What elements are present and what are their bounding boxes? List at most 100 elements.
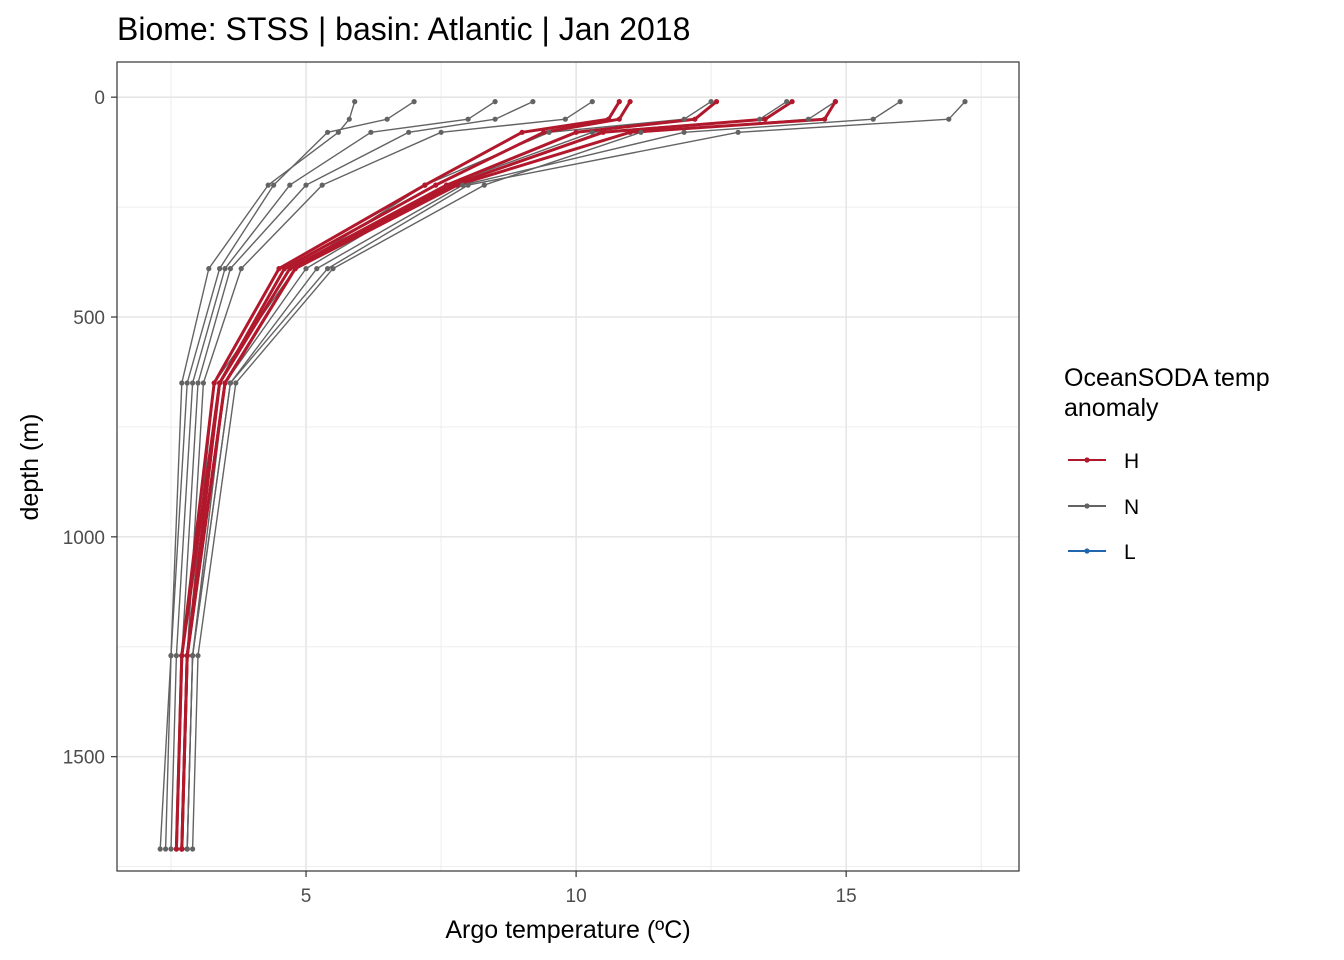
data-point-h	[449, 182, 455, 188]
data-point-n	[735, 129, 741, 135]
series-line-n	[159, 101, 356, 850]
legend-label-n: N	[1124, 496, 1139, 519]
points-layer	[157, 99, 968, 852]
data-point-n	[870, 116, 876, 122]
data-point-n	[271, 182, 277, 188]
data-point-n	[438, 129, 444, 135]
data-point-n	[589, 129, 595, 135]
data-point-n	[352, 99, 358, 105]
data-point-n	[227, 380, 233, 386]
grid	[117, 62, 1019, 871]
data-point-h	[222, 380, 228, 386]
data-point-h	[173, 846, 179, 852]
data-point-h	[211, 380, 217, 386]
data-point-h	[292, 266, 298, 272]
legend-title-line-1: OceanSODA temp	[1064, 364, 1270, 392]
plot-panel	[117, 62, 1019, 871]
x-tick-label: 5	[301, 886, 312, 907]
data-point-n	[325, 266, 331, 272]
data-point-h	[179, 653, 185, 659]
series-line-n	[175, 100, 534, 850]
data-point-n	[384, 116, 390, 122]
legend-key-l-point	[1084, 548, 1090, 554]
y-tick-label: 1000	[63, 528, 105, 549]
data-point-h	[692, 116, 698, 122]
data-point-h	[600, 129, 606, 135]
data-point-n	[168, 653, 174, 659]
data-point-h	[276, 266, 282, 272]
data-point-n	[238, 266, 244, 272]
series-line-n	[164, 101, 415, 850]
data-point-h	[179, 846, 185, 852]
legend-title-line-2: anomaly	[1064, 394, 1159, 422]
data-point-h	[422, 182, 428, 188]
series-line-n	[170, 101, 496, 850]
data-point-h	[627, 99, 633, 105]
data-point-n	[406, 129, 412, 135]
series-line-h	[180, 100, 837, 850]
x-tick-label: 10	[566, 886, 587, 907]
data-point-n	[287, 182, 293, 188]
data-point-n	[681, 129, 687, 135]
data-point-n	[481, 182, 487, 188]
x-tick-label: 15	[836, 886, 857, 907]
data-point-n	[411, 99, 417, 105]
data-point-n	[163, 846, 169, 852]
data-point-h	[832, 99, 839, 105]
data-point-h	[627, 129, 633, 135]
data-point-n	[233, 380, 239, 386]
data-point-n	[206, 266, 212, 272]
data-point-n	[708, 99, 714, 105]
legend: OceanSODA temp anomaly H N L	[1064, 364, 1270, 564]
legend-label-l: L	[1124, 541, 1136, 564]
data-point-h	[713, 99, 720, 105]
data-point-n	[492, 116, 498, 122]
plot-panel-border	[116, 61, 1020, 872]
data-point-n	[190, 380, 196, 386]
data-point-h	[822, 116, 828, 122]
data-point-n	[465, 116, 471, 122]
data-point-h	[217, 380, 223, 386]
data-point-h	[184, 653, 190, 659]
data-point-n	[200, 380, 206, 386]
data-point-n	[546, 129, 552, 135]
legend-key-h-point	[1084, 457, 1090, 463]
legend-entry-h: H	[1068, 450, 1139, 473]
data-point-h	[616, 116, 622, 122]
data-point-n	[195, 380, 201, 386]
data-point-n	[897, 99, 903, 105]
data-point-n	[330, 266, 336, 272]
data-point-n	[217, 266, 223, 272]
legend-key-n-point	[1084, 503, 1090, 509]
data-point-h	[519, 129, 525, 135]
data-point-n	[346, 116, 352, 122]
data-point-n	[492, 99, 498, 105]
data-point-n	[179, 380, 185, 386]
data-point-n	[335, 129, 341, 135]
data-point-n	[638, 129, 644, 135]
data-point-h	[281, 266, 287, 272]
y-axis-title: depth (m)	[16, 414, 44, 521]
data-point-n	[195, 653, 201, 659]
data-point-h	[433, 182, 439, 188]
data-point-n	[190, 846, 196, 852]
y-tick-label: 500	[73, 308, 105, 329]
x-axis: 5 10 15	[301, 871, 857, 907]
data-point-n	[325, 129, 331, 135]
data-point-n	[184, 380, 190, 386]
x-axis-title: Argo temperature (ºC)	[445, 916, 690, 944]
data-point-n	[173, 653, 179, 659]
data-point-n	[460, 182, 466, 188]
data-point-n	[946, 116, 952, 122]
data-point-n	[168, 846, 174, 852]
legend-entry-n: N	[1068, 496, 1139, 519]
legend-entry-l: L	[1068, 541, 1136, 564]
data-point-n	[368, 129, 374, 135]
data-point-n	[805, 116, 812, 122]
data-point-n	[190, 653, 196, 659]
data-point-n	[784, 99, 790, 105]
data-point-n	[157, 846, 163, 852]
data-point-n	[465, 182, 471, 188]
data-point-n	[314, 266, 320, 272]
data-point-n	[227, 266, 233, 272]
